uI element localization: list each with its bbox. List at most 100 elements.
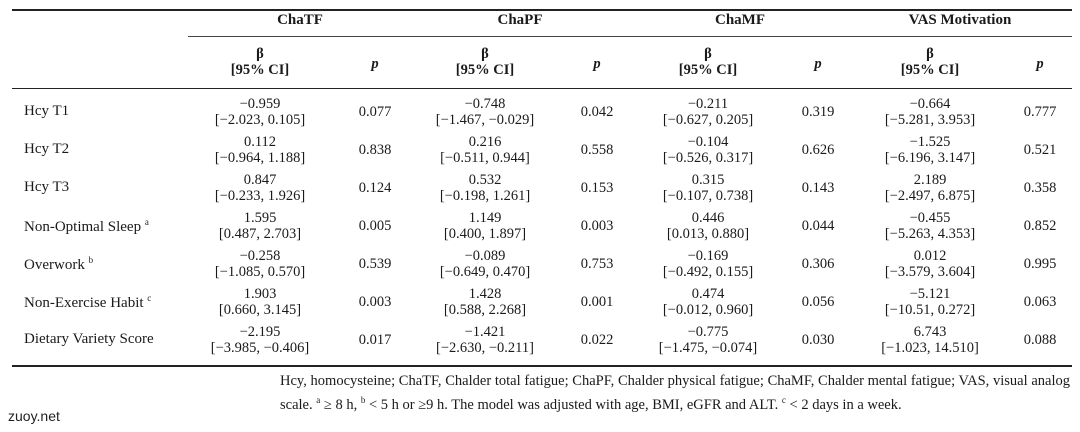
ci-value: [−0.526, 0.317] — [662, 150, 754, 166]
table-footnote: Hcy, homocysteine; ChaTF, Chalder total … — [280, 372, 1070, 415]
group-header-chapf: ChaPF — [497, 12, 543, 28]
footnote-text: < 5 h or ≥9 h. The model was adjusted wi… — [365, 396, 782, 413]
footnote-marker-a: a — [316, 395, 321, 405]
beta-ci-header: β [95% CI] — [200, 46, 320, 78]
beta-value: 1.149 — [468, 210, 502, 226]
beta-ci-cell: 1.595 [0.487, 2.703] — [180, 210, 340, 242]
ci-value: [−6.196, 3.147] — [884, 150, 976, 166]
group-header-vas-motivation: VAS Motivation — [908, 12, 1012, 28]
row-label: Non-Optimal Sleep a — [24, 217, 149, 236]
group-header-chamf: ChaMF — [715, 12, 765, 28]
beta-ci-cell: −0.169 [−0.492, 0.155] — [628, 248, 788, 280]
p-value: 0.753 — [580, 256, 614, 272]
ci-value: [0.588, 2.268] — [443, 302, 527, 318]
p-value: 0.003 — [358, 294, 392, 310]
beta-ci-cell: 1.149 [0.400, 1.897] — [405, 210, 565, 242]
row-label-text: Hcy T2 — [24, 141, 70, 157]
ci-value: [−0.198, 1.261] — [439, 188, 531, 204]
beta-value: −0.775 — [687, 324, 729, 340]
beta-ci-cell: −0.455 [−5.263, 4.353] — [850, 210, 1010, 242]
ci-label: [95% CI] — [900, 62, 960, 78]
p-value: 0.003 — [580, 218, 614, 234]
p-value: 0.001 — [580, 294, 614, 310]
beta-value: −5.121 — [909, 286, 951, 302]
beta-ci-cell: −5.121 [−10.51, 0.272] — [850, 286, 1010, 318]
p-value: 0.319 — [801, 104, 835, 120]
beta-ci-cell: −0.664 [−5.281, 3.953] — [850, 96, 1010, 128]
beta-value: 1.428 — [468, 286, 502, 302]
p-value: 0.022 — [580, 332, 614, 348]
p-value: 0.042 — [580, 104, 614, 120]
beta-ci-cell: −1.525 [−6.196, 3.147] — [850, 134, 1010, 166]
ci-value: [−3.579, 3.604] — [884, 264, 976, 280]
beta-value: 1.903 — [243, 286, 277, 302]
footnote-marker-c: c — [781, 395, 786, 405]
beta-value: 0.474 — [691, 286, 725, 302]
beta-ci-header: β [95% CI] — [648, 46, 768, 78]
beta-value: −0.959 — [239, 96, 281, 112]
row-label-text: Hcy T3 — [24, 179, 70, 195]
beta-ci-cell: −0.104 [−0.526, 0.317] — [628, 134, 788, 166]
beta-value: 0.847 — [243, 172, 277, 188]
row-label-text: Non-Optimal Sleep — [24, 219, 142, 235]
beta-value: −0.104 — [687, 134, 729, 150]
ci-value: [0.400, 1.897] — [443, 226, 527, 242]
ci-value: [0.487, 2.703] — [218, 226, 302, 242]
beta-ci-cell: −0.775 [−1.475, −0.074] — [628, 324, 788, 356]
watermark: zuoy.net — [8, 408, 60, 424]
beta-ci-cell: 0.112 [−0.964, 1.188] — [180, 134, 340, 166]
row-label-text: Overwork — [24, 257, 85, 273]
ci-value: [−1.085, 0.570] — [214, 264, 306, 280]
p-value: 0.521 — [1023, 142, 1057, 158]
beta-value: −0.664 — [909, 96, 951, 112]
ci-value: [−5.281, 3.953] — [884, 112, 976, 128]
ci-value: [−0.012, 0.960] — [662, 302, 754, 318]
p-header: p — [371, 56, 379, 72]
row-label-footnote-marker: b — [88, 255, 94, 265]
row-label-text: Hcy T1 — [24, 103, 70, 119]
footnote-text: Hcy, homocysteine; ChaTF, Chalder total … — [280, 373, 1070, 413]
p-value: 0.056 — [801, 294, 835, 310]
beta-value: −0.455 — [909, 210, 951, 226]
beta-value: −2.195 — [239, 324, 281, 340]
beta-value: 0.012 — [913, 248, 947, 264]
header-bottom-rule — [12, 88, 1072, 89]
beta-ci-cell: −0.959 [−2.023, 0.105] — [180, 96, 340, 128]
ci-label: [95% CI] — [455, 62, 515, 78]
p-value: 0.995 — [1023, 256, 1057, 272]
row-label: Hcy T3 — [24, 179, 69, 196]
beta-value: 0.315 — [691, 172, 725, 188]
beta-ci-header: β [95% CI] — [870, 46, 990, 78]
p-value: 0.143 — [801, 180, 835, 196]
beta-ci-cell: −0.211 [−0.627, 0.205] — [628, 96, 788, 128]
beta-value: −0.211 — [687, 96, 729, 112]
row-label: Non-Exercise Habit c — [24, 293, 151, 312]
ci-value: [−1.467, −0.029] — [435, 112, 535, 128]
footnote-marker-b: b — [360, 395, 366, 405]
ci-value: [−0.107, 0.738] — [662, 188, 754, 204]
p-header: p — [814, 56, 822, 72]
p-header: p — [1036, 56, 1044, 72]
beta-symbol: β — [256, 46, 264, 62]
ci-value: [−0.511, 0.944] — [440, 150, 530, 166]
beta-ci-cell: 1.428 [0.588, 2.268] — [405, 286, 565, 318]
beta-value: 0.112 — [243, 134, 277, 150]
ci-value: [−10.51, 0.272] — [884, 302, 976, 318]
row-label-text: Non-Exercise Habit — [24, 295, 144, 311]
beta-value: −0.169 — [687, 248, 729, 264]
ci-value: [−0.964, 1.188] — [214, 150, 306, 166]
ci-value: [0.660, 3.145] — [218, 302, 302, 318]
beta-value: −1.525 — [909, 134, 951, 150]
beta-ci-cell: −0.748 [−1.467, −0.029] — [405, 96, 565, 128]
p-value: 0.124 — [358, 180, 392, 196]
beta-ci-cell: 0.446 [0.013, 0.880] — [628, 210, 788, 242]
beta-value: 0.446 — [691, 210, 725, 226]
beta-ci-cell: 0.847 [−0.233, 1.926] — [180, 172, 340, 204]
p-value: 0.077 — [358, 104, 392, 120]
row-label-footnote-marker: c — [147, 293, 152, 303]
p-value: 0.838 — [358, 142, 392, 158]
beta-value: 6.743 — [913, 324, 947, 340]
ci-value: [−2.023, 0.105] — [214, 112, 306, 128]
beta-ci-header: β [95% CI] — [425, 46, 545, 78]
beta-ci-cell: −0.089 [−0.649, 0.470] — [405, 248, 565, 280]
